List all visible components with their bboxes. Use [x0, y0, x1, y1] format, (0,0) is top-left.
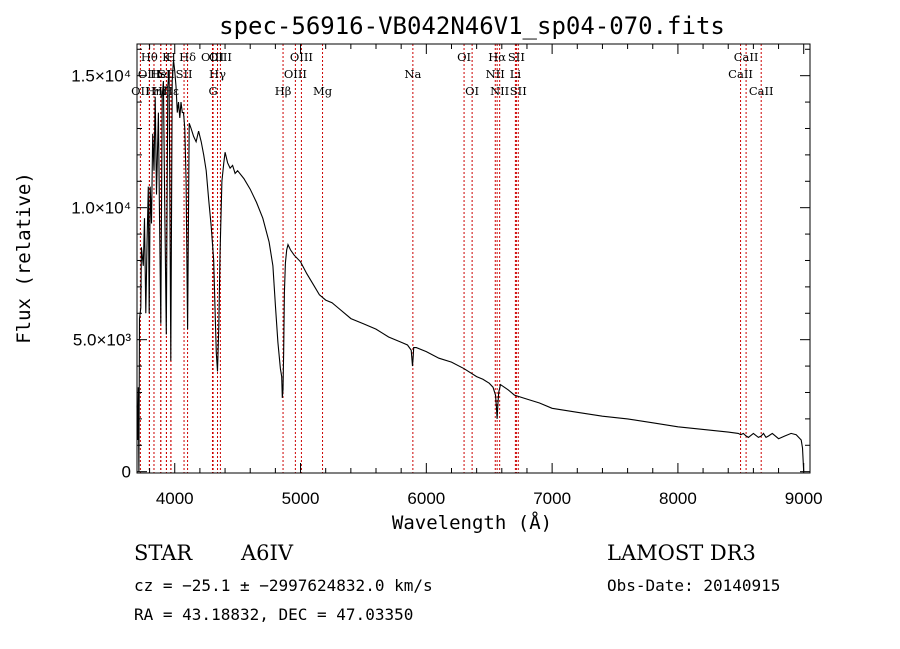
spectral-line-label: Mg: [313, 84, 333, 98]
x-axis-ticks: 4000 5000 6000 7000 8000 9000: [149, 44, 823, 508]
spectral-line-label: CaII: [749, 84, 774, 98]
spectral-line-label: SII: [508, 50, 525, 64]
spectral-line-label: SII: [510, 84, 527, 98]
spectral-line-label: OIII: [284, 67, 307, 81]
spectral-line-label: SII: [176, 67, 193, 81]
observation-date: Obs-Date: 20140915: [607, 576, 780, 595]
spectral-line-label: Hζ: [153, 84, 169, 98]
redshift-info: cz = −25.1 ± −2997624832.0 km/s: [134, 576, 433, 595]
spectral-line-label: OI: [457, 50, 471, 64]
coordinates: RA = 43.18832, DEC = 47.03350: [134, 605, 413, 624]
survey-name: LAMOST DR3: [607, 541, 756, 565]
y-axis-ticks: 0 5.0×10³ 1.0×10⁴ 1.5×10⁴: [71, 48, 810, 482]
spectrum-line: [136, 59, 805, 472]
spectral-line-label: NII: [486, 67, 505, 81]
spectral-line-label: OIII: [201, 50, 224, 64]
y-tick-label: 1.5×10⁴: [71, 67, 131, 86]
spectral-line-label: H: [166, 50, 176, 64]
y-tick-label: 5.0×10³: [73, 331, 131, 350]
spectral-line-label: CaII: [728, 67, 753, 81]
x-tick-label: 6000: [407, 489, 445, 508]
object-subclass: A6IV: [240, 541, 294, 565]
x-tick-label: 5000: [282, 489, 320, 508]
x-tick-label: 7000: [533, 489, 571, 508]
spectral-line-label: OIII: [209, 50, 232, 64]
spectral-line-label: K: [162, 50, 171, 64]
object-type: STAR: [134, 541, 193, 565]
y-axis-label: Flux (relative): [13, 172, 35, 344]
plot-frame: [136, 43, 811, 474]
y-tick-label: 1.0×10⁴: [71, 199, 131, 218]
spectral-line-label: Li: [510, 67, 522, 81]
spectral-line-label: Hη: [146, 84, 163, 98]
spectral-line-label: Hα: [488, 50, 506, 64]
spectral-line-label: G: [209, 84, 218, 98]
spectral-line-label: CaII: [734, 50, 759, 64]
spectral-line-label: SII: [158, 67, 175, 81]
x-tick-label: 8000: [659, 489, 697, 508]
spectral-line-label: OIII: [290, 50, 313, 64]
spectral-line-labels: OIIHθOIIIHηHeIHζSIIKHHεHδSIIOIIIHγGOIIIH…: [131, 50, 773, 98]
x-tick-label: 9000: [785, 489, 823, 508]
x-axis-label: Wavelength (Å): [392, 511, 552, 534]
spectral-line-label: OIII: [138, 67, 161, 81]
chart-title: spec-56916-VB042N46V1_sp04-070.fits: [219, 12, 725, 40]
spectral-line-label: Hε: [163, 84, 179, 98]
spectral-line-label: Na: [404, 67, 421, 81]
spectral-line-label: OII: [131, 84, 150, 98]
spectral-line-markers: [139, 44, 762, 473]
spectral-line-label: OI: [465, 84, 479, 98]
spectral-line-label: NII: [490, 84, 509, 98]
spectral-line-label: Hγ: [209, 67, 226, 81]
spectral-line-label: HeI: [150, 67, 171, 81]
spectral-line-label: Hδ: [179, 50, 196, 64]
spectral-line-label: Hβ: [275, 84, 292, 98]
x-tick-label: 4000: [156, 489, 194, 508]
y-tick-label: 0: [122, 463, 131, 482]
spectral-line-label: Hθ: [141, 50, 158, 64]
